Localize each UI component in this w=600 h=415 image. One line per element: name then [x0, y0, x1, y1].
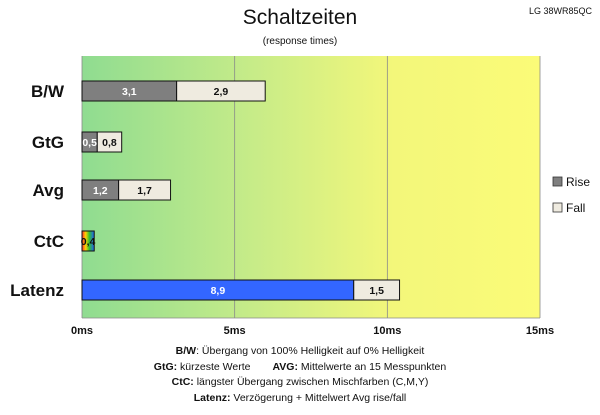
monitor-model: LG 38WR85QC [528, 6, 592, 16]
legend-swatch-rise [552, 176, 563, 187]
data-label-fall: 1,5 [369, 285, 384, 297]
chart-title: Schaltzeiten [242, 6, 358, 29]
category-label: CtC [34, 232, 64, 251]
bar-fall-avg [118, 179, 172, 201]
category-label: Avg [33, 181, 65, 200]
bar-fall-bw [176, 80, 266, 102]
x-tick-label: 5ms [224, 325, 246, 337]
note-latenz: Latenz: Verzögerung + Mittelwert Avg ris… [193, 391, 407, 404]
x-tick-label: 0ms [71, 325, 93, 337]
bar-rise-ctc [81, 230, 95, 252]
chart-notes: B/W: Übergang von 100% Helligkeit auf 0%… [0, 344, 600, 406]
data-label-rise: 8,9 [211, 285, 226, 297]
legend-label-fall: Fall [566, 201, 585, 215]
bar-fall-latenz [353, 279, 401, 301]
legend-label-rise: Rise [566, 175, 590, 189]
chart-subtitle: (response times) [262, 36, 338, 47]
category-label: GtG [32, 133, 64, 152]
data-label-fall: 0,8 [102, 137, 117, 149]
note-bw: B/W: Übergang von 100% Helligkeit auf 0%… [175, 345, 425, 357]
data-label-fall: 2,9 [214, 86, 229, 98]
legend-swatch-fall [552, 202, 563, 213]
x-tick-label: 10ms [373, 325, 401, 337]
data-label-rise: 3,1 [122, 86, 137, 98]
bar-fall-gtg [96, 131, 123, 153]
data-label-rise: 0,4 [81, 236, 96, 248]
data-label-rise: 1,2 [93, 185, 108, 197]
note-gtg-avg: GtG: kürzeste Werte AVG: Mittelwerte an 1… [153, 360, 447, 373]
category-label: B/W [31, 82, 65, 101]
x-tick-label: 15ms [526, 325, 554, 337]
data-label-fall: 1,7 [137, 185, 152, 197]
note-ctc: CtC: längster Übergang zwischen Mischfar… [171, 376, 429, 388]
category-label: Latenz [10, 281, 64, 300]
data-label-rise: 0,5 [82, 137, 97, 149]
